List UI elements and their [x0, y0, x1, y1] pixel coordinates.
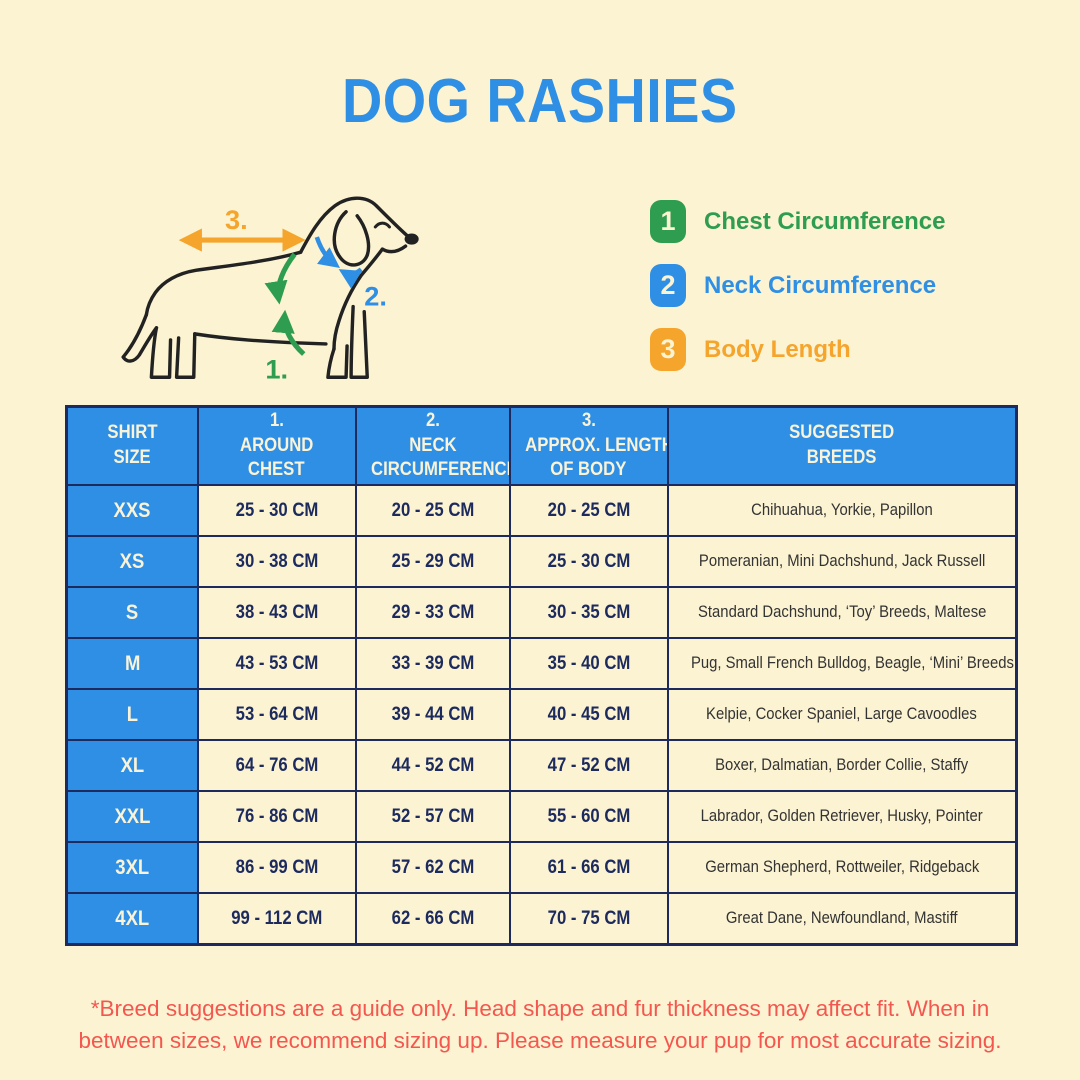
- header-around-chest: 1. AROUND CHEST: [196, 405, 357, 486]
- chest-arrow-down: [264, 252, 297, 305]
- chest-cell: 43 - 53 CM: [196, 637, 357, 690]
- neck-cell: 39 - 44 CM: [354, 688, 511, 741]
- neck-arrow-left: [338, 267, 363, 289]
- breeds-cell: Pomeranian, Mini Dachshund, Jack Russell: [666, 535, 1018, 588]
- legend-item-neck: 2 Neck Circumference: [650, 264, 945, 307]
- footnote-line-2: between sizes, we recommend sizing up. P…: [78, 1028, 1002, 1054]
- neck-arrow-down: [314, 236, 340, 269]
- chest-cell: 53 - 64 CM: [196, 688, 357, 741]
- diagram-label-chest: 1.: [265, 353, 288, 384]
- length-cell: 40 - 45 CM: [508, 688, 669, 741]
- length-cell: 25 - 30 CM: [508, 535, 669, 588]
- size-cell: XXS: [65, 484, 199, 537]
- header-shirt-size: SHIRT SIZE: [65, 405, 199, 486]
- table-row-xl: XL 64 - 76 CM 44 - 52 CM 47 - 52 CM Boxe…: [65, 739, 1018, 792]
- breeds-cell: Chihuahua, Yorkie, Papillon: [666, 484, 1018, 537]
- measurement-legend: 1 Chest Circumference 2 Neck Circumferen…: [650, 200, 945, 371]
- breeds-cell: Labrador, Golden Retriever, Husky, Point…: [666, 790, 1018, 843]
- table-row-s: S 38 - 43 CM 29 - 33 CM 30 - 35 CM Stand…: [65, 586, 1018, 639]
- table-header-row: SHIRT SIZE 1. AROUND CHEST 2. NECK CIRCU…: [65, 405, 1018, 486]
- table-row-4xl: 4XL 99 - 112 CM 62 - 66 CM 70 - 75 CM Gr…: [65, 892, 1018, 946]
- table-row-xs: XS 30 - 38 CM 25 - 29 CM 25 - 30 CM Pome…: [65, 535, 1018, 588]
- size-cell: XXL: [65, 790, 199, 843]
- neck-cell: 25 - 29 CM: [354, 535, 511, 588]
- page-title-text: DOG RASHIES: [342, 67, 738, 136]
- breeds-cell: Standard Dachshund, ‘Toy’ Breeds, Maltes…: [666, 586, 1018, 639]
- footnote: *Breed suggestions are a guide only. Hea…: [0, 993, 1080, 1057]
- footnote-line-1: *Breed suggestions are a guide only. Hea…: [90, 996, 990, 1021]
- legend-badge-1: 1: [650, 200, 686, 243]
- chest-cell: 64 - 76 CM: [196, 739, 357, 792]
- size-cell: M: [65, 637, 199, 690]
- table-row-3xl: 3XL 86 - 99 CM 57 - 62 CM 61 - 66 CM Ger…: [65, 841, 1018, 894]
- size-cell: L: [65, 688, 199, 741]
- legend-label-length: Body Length: [704, 335, 851, 363]
- length-cell: 20 - 25 CM: [508, 484, 669, 537]
- chest-cell: 38 - 43 CM: [196, 586, 357, 639]
- legend-item-length: 3 Body Length: [650, 328, 945, 371]
- header-body-length: 3. APPROX. LENGTH OF BODY: [508, 405, 669, 486]
- neck-cell: 29 - 33 CM: [354, 586, 511, 639]
- breeds-cell: Pug, Small French Bulldog, Beagle, ‘Mini…: [666, 637, 1018, 690]
- breeds-cell: Great Dane, Newfoundland, Mastiff: [666, 892, 1018, 946]
- size-chart-table: SHIRT SIZE 1. AROUND CHEST 2. NECK CIRCU…: [65, 405, 1018, 946]
- neck-cell: 33 - 39 CM: [354, 637, 511, 690]
- size-cell: 4XL: [65, 892, 199, 946]
- legend-label-chest: Chest Circumference: [704, 207, 946, 235]
- size-cell: S: [65, 586, 199, 639]
- table-row-m: M 43 - 53 CM 33 - 39 CM 35 - 40 CM Pug, …: [65, 637, 1018, 690]
- neck-cell: 52 - 57 CM: [354, 790, 511, 843]
- page-title: DOG RASHIES: [0, 66, 1080, 137]
- chest-cell: 76 - 86 CM: [196, 790, 357, 843]
- header-suggested-breeds: SUGGESTED BREEDS: [666, 405, 1018, 486]
- length-cell: 35 - 40 CM: [508, 637, 669, 690]
- length-cell: 47 - 52 CM: [508, 739, 669, 792]
- legend-item-chest: 1 Chest Circumference: [650, 200, 945, 243]
- length-cell: 70 - 75 CM: [508, 892, 669, 946]
- dachshund-outline-icon: [121, 196, 419, 379]
- neck-cell: 44 - 52 CM: [354, 739, 511, 792]
- neck-cell: 20 - 25 CM: [354, 484, 511, 537]
- legend-label-neck: Neck Circumference: [704, 271, 937, 299]
- length-cell: 30 - 35 CM: [508, 586, 669, 639]
- header-neck-circumference: 2. NECK CIRCUMFERENCE: [354, 405, 511, 486]
- length-cell: 61 - 66 CM: [508, 841, 669, 894]
- table-row-xxl: XXL 76 - 86 CM 52 - 57 CM 55 - 60 CM Lab…: [65, 790, 1018, 843]
- size-cell: XL: [65, 739, 199, 792]
- chest-cell: 86 - 99 CM: [196, 841, 357, 894]
- legend-badge-3: 3: [650, 328, 686, 371]
- diagram-label-neck: 2.: [364, 281, 387, 312]
- table-row-xxs: XXS 25 - 30 CM 20 - 25 CM 20 - 25 CM Chi…: [65, 484, 1018, 537]
- size-cell: 3XL: [65, 841, 199, 894]
- chest-cell: 25 - 30 CM: [196, 484, 357, 537]
- chest-cell: 99 - 112 CM: [196, 892, 357, 946]
- chest-arrow-up: [271, 309, 306, 356]
- diagram-label-length: 3.: [225, 204, 248, 235]
- neck-cell: 57 - 62 CM: [354, 841, 511, 894]
- size-cell: XS: [65, 535, 199, 588]
- neck-cell: 62 - 66 CM: [354, 892, 511, 946]
- chest-cell: 30 - 38 CM: [196, 535, 357, 588]
- breeds-cell: Kelpie, Cocker Spaniel, Large Cavoodles: [666, 688, 1018, 741]
- legend-badge-2: 2: [650, 264, 686, 307]
- length-cell: 55 - 60 CM: [508, 790, 669, 843]
- breeds-cell: Boxer, Dalmatian, Border Collie, Staffy: [666, 739, 1018, 792]
- dog-measurement-diagram: 3. 1. 2.: [121, 196, 419, 384]
- breeds-cell: German Shepherd, Rottweiler, Ridgeback: [666, 841, 1018, 894]
- table-row-l: L 53 - 64 CM 39 - 44 CM 40 - 45 CM Kelpi…: [65, 688, 1018, 741]
